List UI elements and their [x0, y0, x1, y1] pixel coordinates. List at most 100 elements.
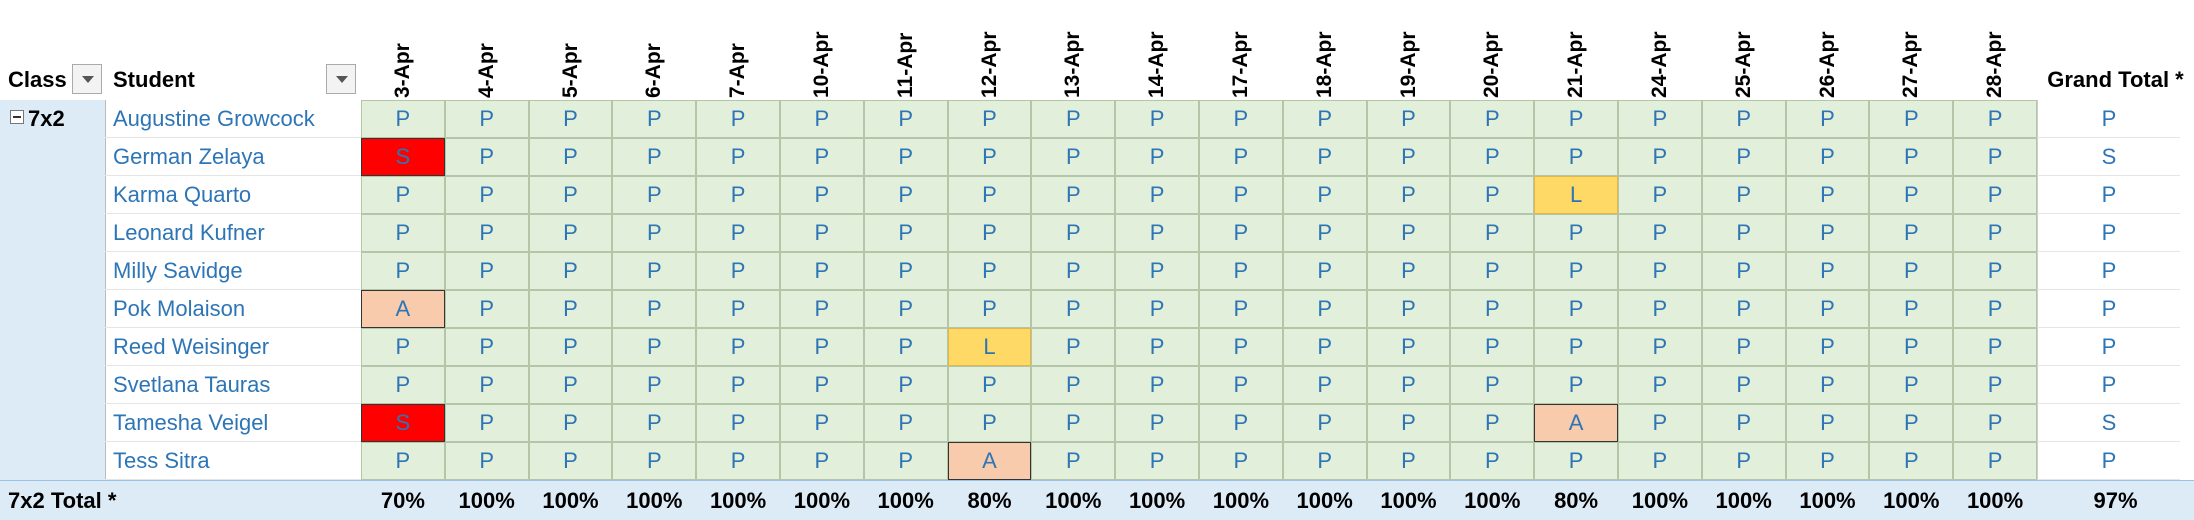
class-label: 7x2 [28, 106, 65, 131]
attendance-cell: P [1618, 328, 1702, 366]
student-name[interactable]: Tess Sitra [105, 442, 361, 480]
attendance-cell: P [1869, 138, 1954, 176]
attendance-cell: P [1869, 404, 1954, 442]
attendance-cell: P [528, 404, 613, 442]
total-value: 100% [1115, 480, 1199, 520]
attendance-cell: P [1785, 290, 1870, 328]
attendance-cell: P [1534, 100, 1618, 138]
student-name[interactable]: German Zelaya [105, 138, 361, 176]
attendance-cell: P [1701, 404, 1786, 442]
attendance-cell: P [780, 290, 864, 328]
attendance-cell: P [780, 328, 864, 366]
attendance-cell: P [1282, 442, 1367, 480]
attendance-cell: P [444, 442, 529, 480]
collapse-button[interactable] [10, 110, 24, 124]
attendance-cell: P [1199, 176, 1283, 214]
attendance-cell: P [1199, 214, 1283, 252]
student-name[interactable]: Karma Quarto [105, 176, 361, 214]
grand-total-cell: P [2037, 100, 2180, 138]
attendance-cell: P [1953, 176, 2037, 214]
student-name[interactable]: Augustine Growcock [105, 100, 361, 138]
total-value: 100% [1031, 480, 1116, 520]
attendance-cell: P [1115, 404, 1199, 442]
attendance-cell: P [612, 252, 697, 290]
attendance-cell: P [1785, 366, 1870, 404]
date-header: 4-Apr [474, 43, 498, 98]
attendance-cell: P [1534, 328, 1618, 366]
attendance-cell: P [1450, 442, 1535, 480]
total-value: 100% [1785, 480, 1870, 520]
total-label: 7x2 Total * [0, 480, 361, 520]
attendance-cell: P [1953, 100, 2037, 138]
student-name[interactable]: Svetlana Tauras [105, 366, 361, 404]
attendance-cell: P [947, 176, 1032, 214]
date-header: 7-Apr [726, 43, 750, 98]
attendance-cell: P [612, 442, 697, 480]
attendance-cell: P [1534, 290, 1618, 328]
attendance-cell: P [361, 328, 445, 366]
total-value: 100% [528, 480, 613, 520]
total-value: 100% [780, 480, 864, 520]
student-name[interactable]: Pok Molaison [105, 290, 361, 328]
attendance-cell: P [361, 214, 445, 252]
attendance-cell: P [696, 290, 780, 328]
student-filter-button[interactable] [326, 64, 356, 94]
attendance-cell: P [780, 252, 864, 290]
attendance-cell: P [780, 214, 864, 252]
attendance-cell: P [1785, 404, 1870, 442]
attendance-cell: P [1785, 100, 1870, 138]
attendance-cell: P [1282, 328, 1367, 366]
total-value: 100% [1199, 480, 1283, 520]
attendance-cell: P [612, 290, 697, 328]
date-header: 14-Apr [1145, 31, 1169, 98]
attendance-cell: P [1701, 138, 1786, 176]
attendance-cell: P [1953, 290, 2037, 328]
attendance-cell: P [1953, 214, 2037, 252]
student-name[interactable]: Milly Savidge [105, 252, 361, 290]
attendance-cell: P [1618, 138, 1702, 176]
total-value: 80% [947, 480, 1032, 520]
attendance-cell: P [1450, 176, 1535, 214]
attendance-cell: P [863, 100, 948, 138]
attendance-cell: P [1785, 214, 1870, 252]
attendance-cell: P [1869, 252, 1954, 290]
attendance-cell: P [1115, 290, 1199, 328]
date-header: 27-Apr [1899, 31, 1923, 98]
attendance-cell: P [444, 176, 529, 214]
grand-total-cell: P [2037, 290, 2180, 328]
grand-total-header: Grand Total * [2047, 67, 2184, 92]
attendance-cell: P [1869, 100, 1954, 138]
total-grand-value: 97% [2037, 480, 2194, 520]
student-name[interactable]: Leonard Kufner [105, 214, 361, 252]
date-header: 11-Apr [893, 32, 917, 98]
student-name[interactable]: Tamesha Veigel [105, 404, 361, 442]
attendance-cell: P [1199, 290, 1283, 328]
student-name[interactable]: Reed Weisinger [105, 328, 361, 366]
attendance-cell: P [1031, 366, 1116, 404]
attendance-cell: P [863, 442, 948, 480]
attendance-cell: P [863, 138, 948, 176]
attendance-cell: P [696, 214, 780, 252]
attendance-cell: P [1869, 442, 1954, 480]
attendance-cell: S [361, 404, 445, 442]
attendance-cell: P [1701, 290, 1786, 328]
class-filter-button[interactable] [72, 64, 102, 94]
student-header: Student [113, 67, 195, 92]
grand-total-cell: S [2037, 138, 2180, 176]
attendance-cell: P [1282, 290, 1367, 328]
attendance-cell: A [361, 290, 445, 328]
attendance-cell: L [947, 328, 1032, 366]
total-value: 100% [1618, 480, 1702, 520]
attendance-cell: P [1031, 290, 1116, 328]
grand-total-cell: P [2037, 176, 2180, 214]
total-value: 100% [1450, 480, 1535, 520]
attendance-cell: P [947, 290, 1032, 328]
attendance-cell: P [1618, 404, 1702, 442]
total-value: 100% [863, 480, 948, 520]
attendance-cell: P [1115, 214, 1199, 252]
attendance-cell: P [863, 214, 948, 252]
attendance-cell: P [1534, 138, 1618, 176]
total-value: 100% [1869, 480, 1954, 520]
grand-total-cell: P [2037, 366, 2180, 404]
